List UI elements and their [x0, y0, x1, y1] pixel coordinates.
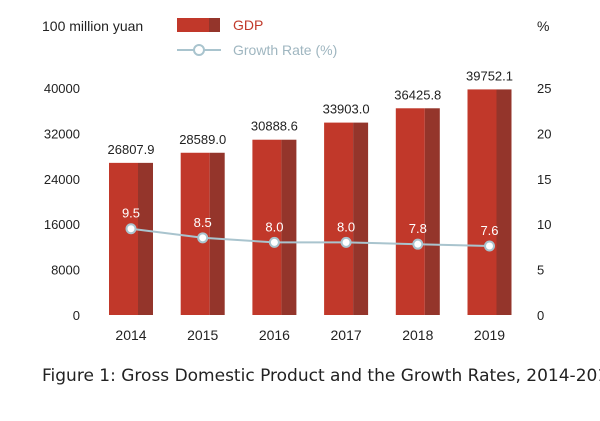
legend-gdp-swatch-side — [209, 18, 220, 32]
growth-point-2018 — [412, 238, 424, 250]
gdp-bar-side-2015 — [209, 152, 225, 315]
growth-point-2016 — [268, 236, 280, 248]
left-axis-ticks: 0 8000 16000 24000 32000 40000 — [44, 81, 80, 323]
gdp-bar-side-2017 — [353, 122, 369, 316]
growth-point-2015 — [197, 232, 209, 244]
legend-gdp-label: GDP — [233, 17, 263, 33]
gdp-value-label: 36425.8 — [394, 87, 441, 102]
right-tick-label: 15 — [537, 172, 551, 187]
right-tick-label: 5 — [537, 263, 544, 278]
gdp-value-label: 28589.0 — [179, 132, 226, 147]
growth-point-2019 — [484, 240, 495, 252]
gdp-value-label: 30888.6 — [251, 119, 298, 134]
growth-rate-line — [130, 227, 490, 247]
gdp-value-label: 26807.9 — [108, 142, 155, 157]
gdp-bar-side-2018 — [424, 108, 440, 315]
gdp-bar-labels: 26807.9 28589.0 30888.6 33903.0 36425.8 39752… — [108, 68, 514, 156]
growth-value-label: 8.0 — [337, 219, 355, 234]
left-tick-label: 40000 — [44, 81, 80, 96]
legend-gdp-swatch-front — [177, 18, 209, 32]
legend: GDP Growth Rate (%) — [177, 17, 337, 58]
gdp-growth-chart: GDP Growth Rate (%) 100 million yuan % 0… — [42, 17, 551, 343]
figure-caption: Figure 1: Gross Domestic Product and the… — [42, 366, 600, 386]
gdp-bar-2017 — [324, 122, 354, 316]
growth-value-label: 7.8 — [409, 221, 427, 236]
left-tick-label: 24000 — [44, 172, 80, 187]
gdp-bar-side-2019 — [496, 89, 512, 315]
right-tick-label: 0 — [537, 308, 544, 323]
right-tick-label: 20 — [537, 126, 551, 141]
growth-point-2017 — [340, 236, 352, 248]
gdp-bar-2019 — [467, 89, 497, 315]
left-tick-label: 8000 — [51, 263, 80, 278]
gdp-bar-2018 — [395, 108, 425, 315]
gdp-bars — [109, 89, 512, 316]
growth-rate-labels: 9.5 8.5 8.0 8.0 7.8 7.6 — [122, 206, 499, 238]
growth-value-label: 7.6 — [480, 223, 498, 238]
growth-value-label: 9.5 — [122, 206, 140, 221]
legend-growth-marker — [193, 44, 205, 56]
right-tick-label: 10 — [537, 217, 551, 232]
gdp-value-label: 39752.1 — [466, 68, 513, 83]
right-axis-ticks: 0 5 10 15 20 25 — [537, 81, 551, 323]
x-tick-label: 2019 — [474, 327, 505, 343]
gdp-bar-2014 — [109, 162, 138, 315]
growth-value-label: 8.0 — [265, 219, 283, 234]
growth-value-label: 8.5 — [194, 215, 212, 230]
gdp-value-label: 33903.0 — [323, 102, 370, 117]
gdp-bar-2016 — [252, 139, 282, 315]
gdp-bar-side-2014 — [138, 162, 153, 315]
left-axis-label: 100 million yuan — [42, 18, 143, 34]
growth-rate-points — [125, 223, 495, 252]
left-tick-label: 16000 — [44, 217, 80, 232]
x-tick-label: 2017 — [331, 327, 362, 343]
right-tick-label: 25 — [537, 81, 551, 96]
x-tick-label: 2014 — [115, 327, 146, 343]
growth-point-2014 — [125, 223, 137, 235]
left-tick-label: 32000 — [44, 126, 80, 141]
legend-growth-label: Growth Rate (%) — [233, 42, 337, 58]
x-tick-label: 2015 — [187, 327, 218, 343]
x-tick-label: 2018 — [402, 327, 433, 343]
gdp-bar-side-2016 — [281, 139, 297, 315]
right-axis-label: % — [537, 18, 549, 34]
left-tick-label: 0 — [73, 308, 80, 323]
x-axis-ticks: 2014 2015 2016 2017 2018 2019 — [115, 327, 505, 343]
x-tick-label: 2016 — [259, 327, 290, 343]
